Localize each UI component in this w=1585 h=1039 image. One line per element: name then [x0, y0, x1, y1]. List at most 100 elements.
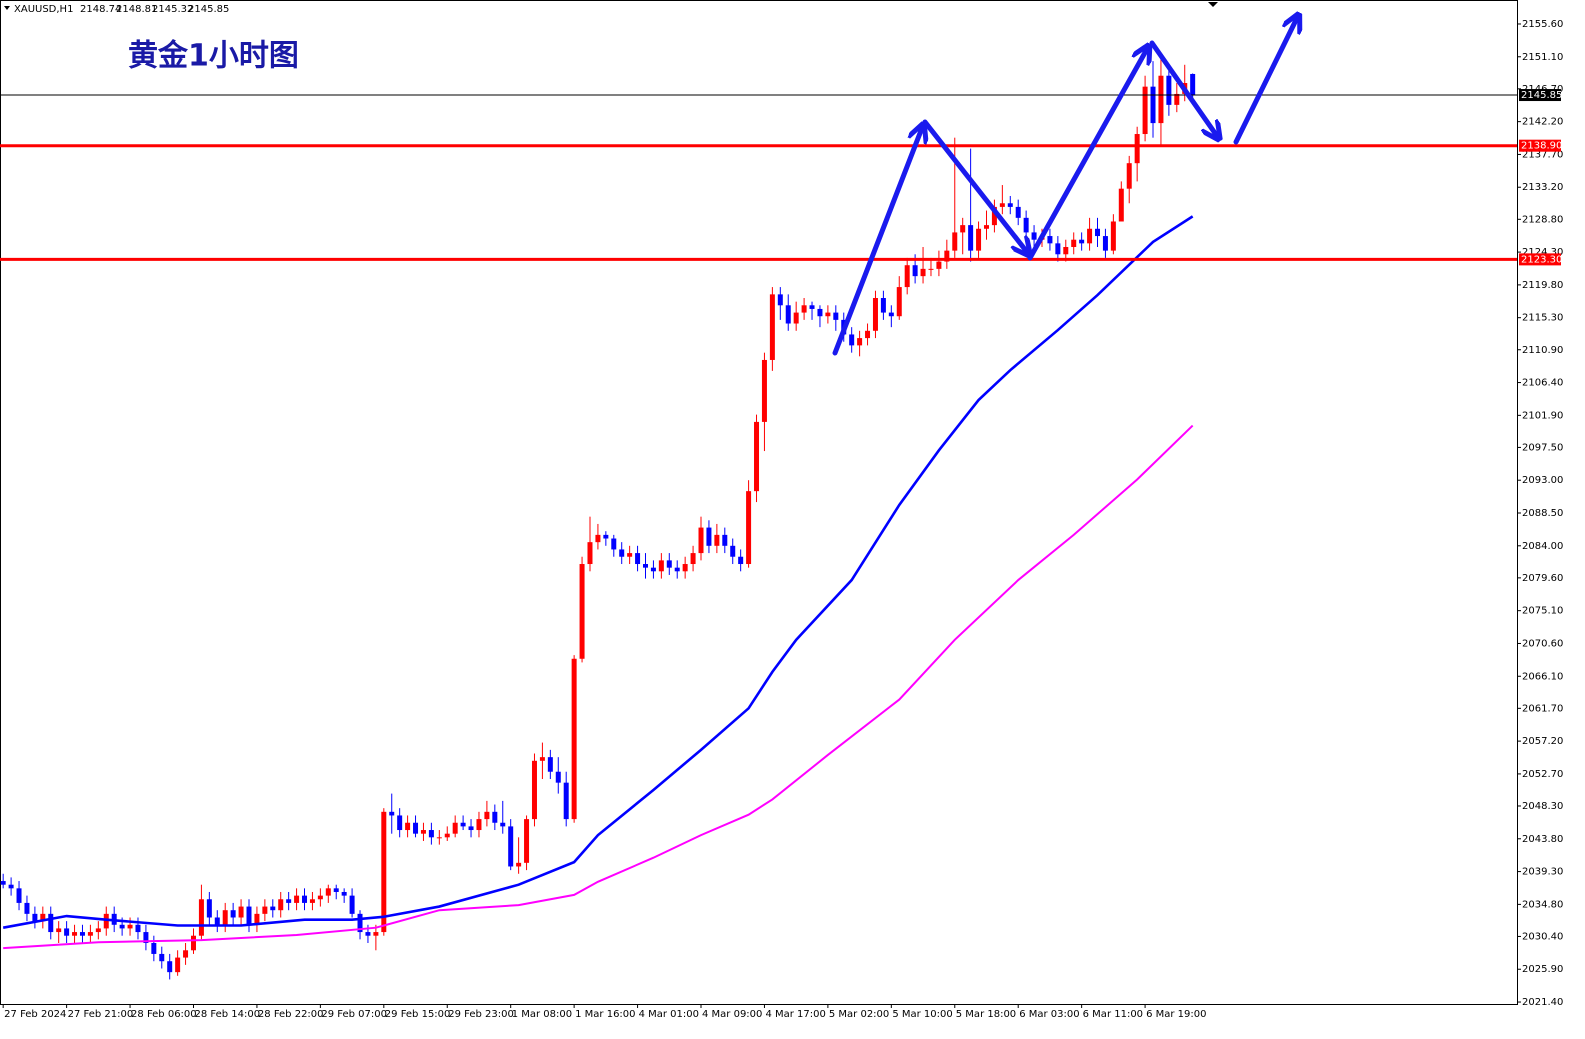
shift-marker — [1208, 2, 1218, 7]
candle-body — [389, 811, 395, 816]
y-tick-label: 2066.10 — [1522, 671, 1563, 682]
candle-body — [904, 265, 910, 288]
candle-body — [865, 330, 871, 339]
candle-body — [801, 305, 807, 313]
x-tick-label: 5 Mar 02:00 — [829, 1009, 889, 1020]
candle-body — [278, 899, 284, 911]
candle-body — [817, 308, 823, 317]
candle-body — [833, 312, 839, 320]
x-tick-label: 4 Mar 09:00 — [702, 1009, 762, 1020]
candle-body — [777, 294, 783, 306]
candle-body — [976, 228, 982, 251]
candle-body — [627, 553, 633, 557]
candle-body — [159, 953, 165, 962]
candle-body — [952, 232, 958, 251]
candle-body — [95, 928, 101, 933]
candle-body — [325, 888, 331, 896]
header-high: 2148.81 — [116, 4, 157, 15]
candle-body — [936, 261, 942, 269]
candle-body — [761, 359, 767, 422]
candle-body — [468, 826, 474, 831]
candle-body — [730, 545, 736, 557]
candle-body — [1118, 188, 1124, 222]
x-tick-label: 4 Mar 01:00 — [639, 1009, 699, 1020]
candle-body — [87, 932, 93, 936]
last-price-label: 2145.85 — [1521, 90, 1562, 101]
candle-body — [1079, 239, 1085, 244]
candle-body — [127, 924, 133, 929]
candle-body — [690, 553, 696, 565]
y-tick-label: 2133.20 — [1522, 182, 1563, 193]
candle-body — [16, 888, 22, 903]
x-tick-label: 5 Mar 10:00 — [892, 1009, 952, 1020]
candle-body — [785, 305, 791, 324]
candle-body — [198, 899, 204, 936]
candle-body — [650, 567, 656, 572]
y-tick-label: 2057.20 — [1522, 736, 1563, 747]
candle-body — [706, 527, 712, 546]
candle-body — [286, 899, 292, 903]
y-tick-label: 2106.40 — [1522, 378, 1563, 389]
candle-body — [1102, 236, 1108, 251]
candle-body — [8, 884, 14, 889]
candle-body — [682, 564, 688, 572]
candle-body — [698, 527, 704, 554]
candle-body — [579, 564, 585, 659]
candle-body — [103, 913, 109, 929]
candle-body — [587, 542, 593, 565]
candle-body — [960, 225, 966, 233]
candle-body — [666, 560, 672, 568]
candle-body — [1190, 73, 1196, 96]
level-tag — [1519, 253, 1561, 266]
candle-body — [603, 534, 609, 539]
y-tick-label: 2034.80 — [1522, 899, 1563, 910]
x-tick-label: 28 Feb 06:00 — [131, 1009, 197, 1020]
candle-body — [968, 225, 974, 251]
candle-body — [381, 811, 387, 933]
candle-body — [413, 822, 419, 834]
x-tick-label: 28 Feb 14:00 — [194, 1009, 260, 1020]
candle-body — [1007, 203, 1013, 207]
candle-body — [880, 298, 886, 313]
x-tick-label: 29 Feb 07:00 — [321, 1009, 387, 1020]
candle-body — [24, 902, 30, 914]
candle-body — [214, 917, 220, 925]
x-tick-label: 28 Feb 22:00 — [258, 1009, 324, 1020]
moving-average — [3, 424, 1194, 950]
candle-body — [928, 268, 934, 270]
y-tick-label: 2110.90 — [1522, 345, 1563, 356]
candle-body — [1150, 86, 1156, 124]
x-tick-label: 27 Feb 21:00 — [68, 1009, 134, 1020]
y-tick-label: 2079.60 — [1522, 573, 1563, 584]
y-tick-label: 2142.20 — [1522, 117, 1563, 128]
x-tick-label: 5 Mar 18:00 — [956, 1009, 1016, 1020]
candle-body — [793, 312, 799, 324]
candle-body — [1158, 75, 1164, 124]
candle-body — [302, 895, 308, 903]
candle-body — [619, 549, 625, 557]
candle-body — [1126, 163, 1132, 189]
y-tick-label: 2039.30 — [1522, 867, 1563, 878]
level-tag — [1519, 139, 1561, 152]
y-tick-label: 2097.50 — [1522, 442, 1563, 453]
candle-body — [1095, 228, 1101, 237]
candle-body — [944, 250, 950, 262]
arrow — [1233, 18, 1297, 145]
candle-body — [508, 826, 514, 867]
candle-body — [222, 910, 228, 925]
y-tick-label: 2084.00 — [1522, 541, 1563, 552]
candle-body — [809, 305, 815, 309]
candle-body — [357, 913, 363, 933]
candle-body — [555, 771, 561, 783]
candle-body — [1047, 236, 1053, 244]
y-tick-label: 2061.70 — [1522, 703, 1563, 714]
candle-body — [341, 891, 347, 896]
candle-body — [1087, 228, 1093, 244]
candle-body — [0, 881, 6, 885]
candle-body — [452, 822, 458, 834]
candle-body — [991, 206, 997, 226]
y-tick-label: 2128.80 — [1522, 214, 1563, 225]
candle-body — [531, 760, 537, 820]
